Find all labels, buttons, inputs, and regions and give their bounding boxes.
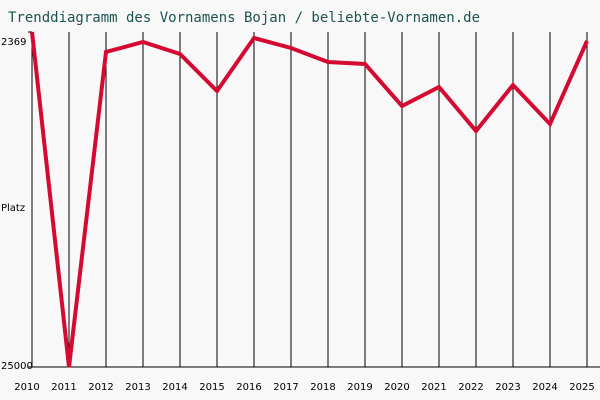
y-tick-label: 2369 [1,37,26,48]
x-tick-label: 2025 [569,382,594,393]
x-tick-label: 2024 [532,382,557,393]
y-axis-label: Platz [1,203,25,214]
x-tick-label: 2021 [421,382,446,393]
x-tick-label: 2017 [273,382,298,393]
x-tick-label: 2015 [199,382,224,393]
y-tick-label: 25000 [1,361,33,372]
x-tick-label: 2012 [88,382,113,393]
x-tick-label: 2023 [495,382,520,393]
x-tick-label: 2022 [458,382,483,393]
x-tick-label: 2019 [347,382,372,393]
x-tick-label: 2011 [51,382,76,393]
x-tick-label: 2020 [384,382,409,393]
line [30,31,589,368]
x-tick-label: 2018 [310,382,335,393]
x-tick-label: 2014 [162,382,187,393]
chart-title: Trenddiagramm des Vornamens Bojan / beli… [8,10,480,26]
x-tick-label: 2010 [14,382,39,393]
x-tick-label: 2016 [236,382,261,393]
x-tick-label: 2013 [125,382,150,393]
